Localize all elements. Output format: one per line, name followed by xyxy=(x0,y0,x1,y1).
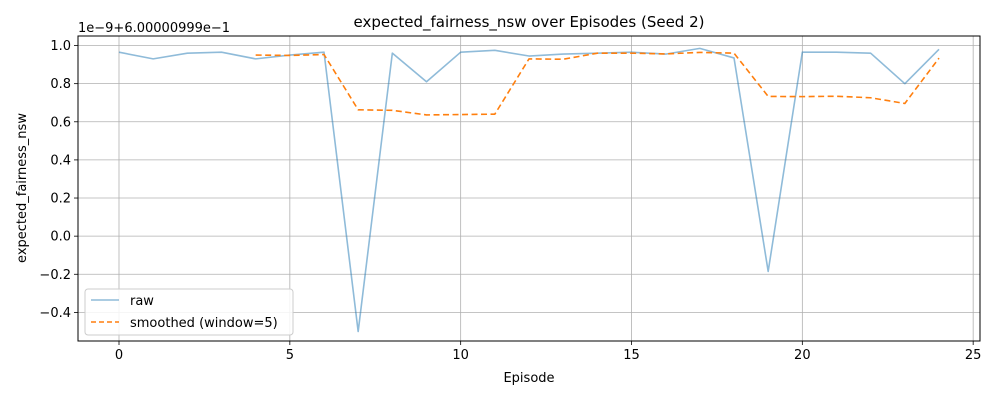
y-tick-label: 0.0 xyxy=(50,230,71,245)
y-tick-label: 0.4 xyxy=(50,153,71,168)
series-line-raw xyxy=(118,47,940,333)
series xyxy=(118,47,940,333)
legend-box xyxy=(84,288,294,336)
ticks: 0 5 10 15 20 25 −0.4 −0.2 0.0 0.2 0.4 0.6 0.8 1.0 xyxy=(39,39,981,363)
y-tick-label: 0.6 xyxy=(50,115,71,130)
series-line-smoothed xyxy=(255,51,940,116)
y-tick-label: −0.4 xyxy=(39,306,71,321)
y-tick-label: 0.8 xyxy=(50,77,71,92)
y-tick-label: 1.0 xyxy=(50,39,71,54)
chart-title: expected_fairness_nsw over Episodes (See… xyxy=(354,13,705,32)
y-axis-label: expected_fairness_nsw xyxy=(15,113,30,263)
legend-label-smoothed: smoothed (window=5) xyxy=(130,316,278,331)
legend: raw smoothed (window=5) xyxy=(84,288,294,336)
x-tick-label: 10 xyxy=(452,348,469,363)
x-tick-label: 20 xyxy=(794,348,811,363)
x-tick-label: 15 xyxy=(623,348,640,363)
grid xyxy=(78,36,980,341)
y-offset-label: 1e−9+6.00000999e−1 xyxy=(78,21,230,36)
y-tick-label: 0.2 xyxy=(50,192,71,207)
plot-frame xyxy=(77,35,981,342)
x-tick-label: 0 xyxy=(115,348,123,363)
x-axis-label: Episode xyxy=(503,371,554,386)
x-tick-label: 5 xyxy=(286,348,294,363)
x-tick-label: 25 xyxy=(965,348,982,363)
y-tick-label: −0.2 xyxy=(39,268,71,283)
legend-label-raw: raw xyxy=(130,294,154,309)
